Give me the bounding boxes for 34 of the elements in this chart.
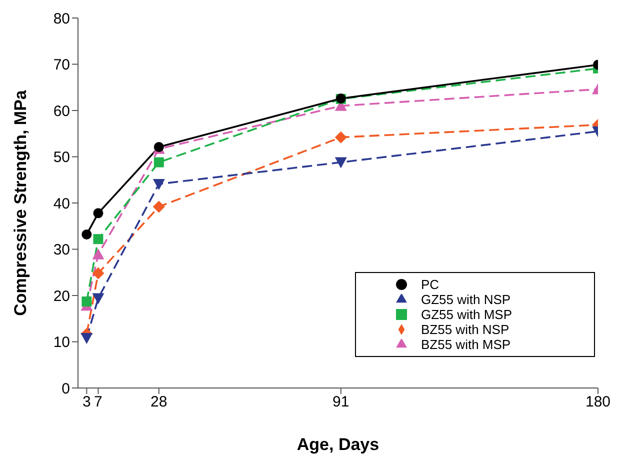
legend-label: BZ55 with MSP bbox=[421, 337, 511, 352]
legend-label: PC bbox=[421, 277, 440, 292]
point bbox=[334, 131, 347, 144]
point bbox=[152, 179, 165, 190]
point bbox=[82, 229, 92, 240]
y-axis-title: Compressive Strength, MPa bbox=[11, 90, 30, 316]
y-tick-label: 10 bbox=[53, 334, 70, 352]
y-tick-label: 20 bbox=[53, 288, 70, 305]
x-tick-label: 28 bbox=[150, 394, 168, 411]
legend-label: GZ55 with NSP bbox=[421, 292, 511, 307]
y-tick-label: 30 bbox=[53, 242, 70, 259]
point bbox=[92, 267, 104, 280]
y-tick-label: 80 bbox=[53, 10, 70, 28]
point bbox=[334, 157, 347, 168]
y-tick-label: 40 bbox=[53, 195, 70, 212]
y-tick-label: 50 bbox=[53, 149, 70, 166]
point bbox=[93, 234, 104, 244]
x-tick-label: 180 bbox=[585, 394, 611, 411]
point bbox=[82, 296, 92, 307]
y-tick-label: 70 bbox=[53, 56, 70, 74]
x-tick-label: 7 bbox=[94, 394, 102, 411]
x-tick-label: 91 bbox=[332, 394, 350, 411]
point bbox=[92, 293, 104, 304]
legend-label: GZ55 with MSP bbox=[421, 307, 512, 322]
point bbox=[92, 248, 104, 260]
point bbox=[154, 157, 164, 168]
y-tick-label: 0 bbox=[62, 380, 70, 398]
legend-label: BZ55 with NSP bbox=[421, 322, 510, 337]
y-tick-label: 60 bbox=[53, 102, 70, 120]
x-tick-label: 3 bbox=[82, 394, 91, 411]
point bbox=[152, 200, 165, 213]
point bbox=[80, 333, 93, 344]
x-axis-title: Age, Days bbox=[296, 435, 380, 454]
point bbox=[93, 208, 104, 218]
